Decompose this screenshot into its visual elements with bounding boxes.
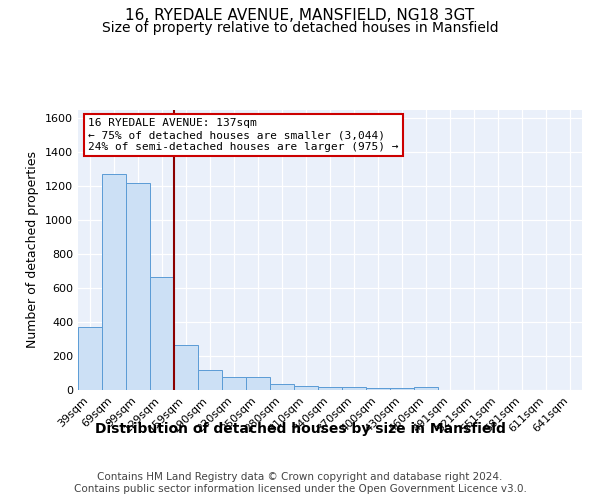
Text: 16, RYEDALE AVENUE, MANSFIELD, NG18 3GT: 16, RYEDALE AVENUE, MANSFIELD, NG18 3GT — [125, 8, 475, 22]
Bar — [222, 378, 246, 390]
Bar — [366, 388, 390, 390]
Bar — [318, 387, 342, 390]
Bar — [150, 277, 174, 390]
Bar — [246, 378, 270, 390]
Bar — [198, 370, 222, 390]
Bar — [390, 388, 414, 390]
Text: 16 RYEDALE AVENUE: 137sqm
← 75% of detached houses are smaller (3,044)
24% of se: 16 RYEDALE AVENUE: 137sqm ← 75% of detac… — [88, 118, 398, 152]
Bar — [126, 183, 150, 390]
Bar — [102, 174, 126, 390]
Bar — [174, 345, 198, 390]
Bar — [294, 386, 318, 390]
Bar — [270, 384, 294, 390]
Bar — [342, 388, 366, 390]
Text: Size of property relative to detached houses in Mansfield: Size of property relative to detached ho… — [101, 21, 499, 35]
Y-axis label: Number of detached properties: Number of detached properties — [26, 152, 40, 348]
Text: Contains HM Land Registry data © Crown copyright and database right 2024.
Contai: Contains HM Land Registry data © Crown c… — [74, 472, 526, 494]
Bar — [414, 388, 438, 390]
Bar — [78, 327, 102, 390]
Text: Distribution of detached houses by size in Mansfield: Distribution of detached houses by size … — [95, 422, 505, 436]
